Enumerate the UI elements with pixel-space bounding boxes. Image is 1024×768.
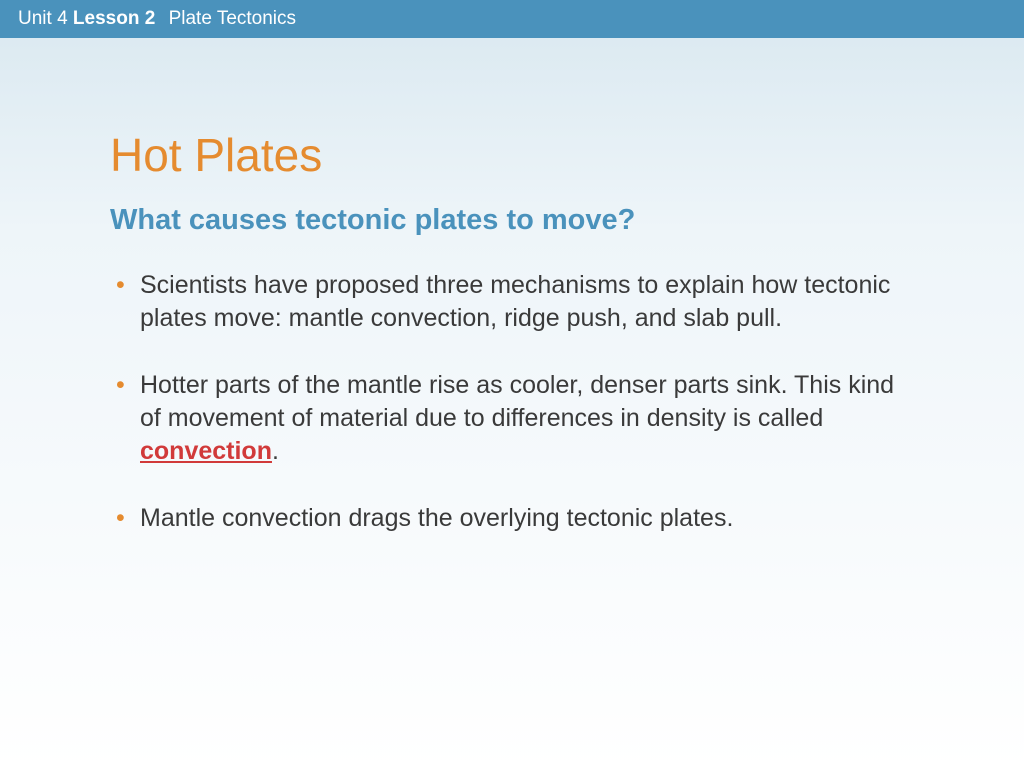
bullet-text: Scientists have proposed three mechanism… xyxy=(140,271,890,332)
bullet-text-post: . xyxy=(272,437,279,465)
keyword-convection: convection xyxy=(140,437,272,465)
lesson-label: Lesson 2 xyxy=(73,8,155,29)
list-item: Mantle convection drags the overlying te… xyxy=(114,502,914,535)
header-bar: Unit 4 Lesson 2 Plate Tectonics xyxy=(0,0,1024,38)
bullet-list: Scientists have proposed three mechanism… xyxy=(110,269,914,535)
bullet-text: Mantle convection drags the overlying te… xyxy=(140,504,733,532)
list-item: Hotter parts of the mantle rise as coole… xyxy=(114,369,914,468)
slide-title: Hot Plates xyxy=(110,128,914,182)
slide-subtitle: What causes tectonic plates to move? xyxy=(110,204,914,237)
list-item: Scientists have proposed three mechanism… xyxy=(114,269,914,335)
bullet-text-pre: Hotter parts of the mantle rise as coole… xyxy=(140,371,894,432)
slide-content: Hot Plates What causes tectonic plates t… xyxy=(0,38,1024,535)
unit-label: Unit 4 xyxy=(18,8,68,29)
topic-label: Plate Tectonics xyxy=(169,8,296,29)
